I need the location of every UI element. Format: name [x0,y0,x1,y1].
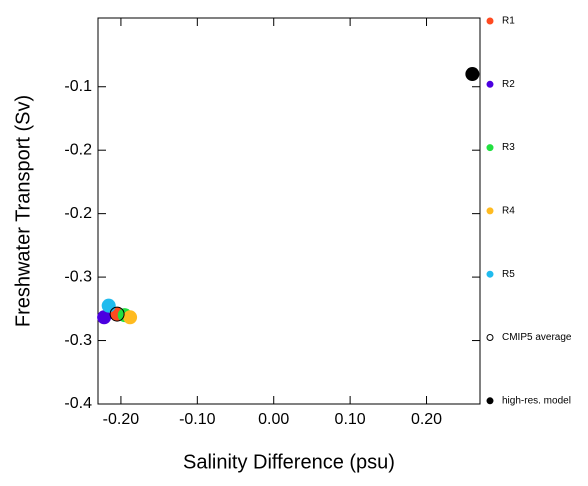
legend-marker [486,207,494,215]
point [123,310,138,325]
legend-label: R1 [502,16,515,27]
point [97,310,112,325]
x-tick-label: 0.00 [258,411,289,428]
legend-label: R5 [502,269,515,280]
legend-label: R3 [502,142,515,153]
y-tick-label: -0.2 [64,205,92,222]
legend-marker [486,80,494,88]
legend-label: high-res. model [502,395,571,406]
legend-marker [486,17,494,25]
legend-marker [486,397,494,405]
legend-marker [486,334,494,341]
point [109,306,125,322]
y-axis-title: Freshwater Transport (Sv) [12,95,34,327]
x-tick-label: 0.10 [335,411,366,428]
x-tick-label: -0.20 [103,411,140,428]
point [465,67,480,82]
y-tick-label: -0.3 [64,332,92,349]
x-tick-label: 0.20 [411,411,442,428]
x-axis-title: Salinity Difference (psu) [183,451,395,473]
y-tick-label: -0.1 [64,78,92,95]
x-tick-label: -0.10 [179,411,216,428]
y-tick-label: -0.3 [64,268,92,285]
y-tick-label: -0.4 [64,395,92,412]
point [101,298,116,313]
legend-label: CMIP5 average [502,332,572,343]
plot-frame [97,17,481,405]
legend-label: R4 [502,206,515,217]
legend-marker [486,144,494,152]
legend-label: R2 [502,79,515,90]
y-tick-label: -0.2 [64,141,92,158]
legend-marker [486,270,494,278]
